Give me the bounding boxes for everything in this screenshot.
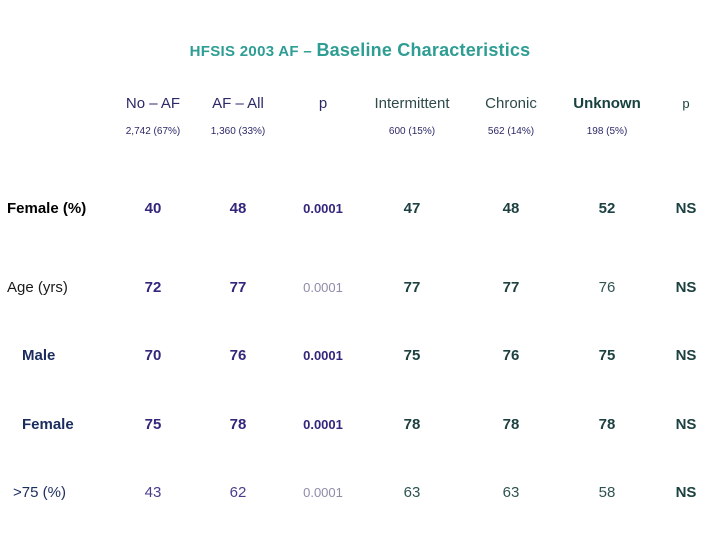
p-value-cell: NS bbox=[675, 347, 697, 364]
value-cell: 77 bbox=[403, 279, 421, 296]
p-value-cell: 0.0001 bbox=[303, 280, 343, 295]
value-cell: 58 bbox=[598, 484, 616, 501]
slide-title-main: Baseline Characteristics bbox=[316, 40, 531, 60]
subheader-no-af: 2,742 (67%) bbox=[125, 126, 181, 137]
value-cell: 72 bbox=[144, 279, 162, 296]
header-af-all: AF – All bbox=[212, 95, 264, 112]
value-cell: 62 bbox=[229, 484, 247, 501]
table-header-row: No – AF AF – All p Intermittent Chronic … bbox=[0, 95, 720, 112]
table-row-female: Female 75 78 0.0001 78 78 78 NS bbox=[0, 416, 720, 433]
row-label: Male bbox=[22, 347, 56, 364]
value-cell: 47 bbox=[403, 200, 421, 217]
table-row-age: Age (yrs) 72 77 0.0001 77 77 76 NS bbox=[0, 279, 720, 296]
slide-title-prefix: HFSIS 2003 AF – bbox=[189, 43, 317, 60]
row-label: Female (%) bbox=[7, 200, 87, 217]
value-cell: 78 bbox=[502, 416, 520, 433]
header-intermittent: Intermittent bbox=[374, 95, 450, 112]
header-unknown: Unknown bbox=[573, 95, 641, 112]
value-cell: 63 bbox=[502, 484, 520, 501]
value-cell: 75 bbox=[144, 416, 162, 433]
row-label: Age (yrs) bbox=[7, 279, 68, 296]
p-value-cell: 0.0001 bbox=[303, 485, 343, 500]
header-chronic: Chronic bbox=[485, 95, 537, 112]
p-value-cell: NS bbox=[675, 279, 697, 296]
value-cell: 77 bbox=[229, 279, 247, 296]
subheader-af-all: 1,360 (33%) bbox=[210, 126, 266, 137]
value-cell: 48 bbox=[229, 200, 247, 217]
value-cell: 76 bbox=[598, 279, 616, 296]
value-cell: 52 bbox=[598, 200, 616, 217]
value-cell: 63 bbox=[403, 484, 421, 501]
value-cell: 78 bbox=[403, 416, 421, 433]
p-value-cell: NS bbox=[675, 416, 697, 433]
p-value-cell: 0.0001 bbox=[303, 201, 343, 216]
subheader-unknown: 198 (5%) bbox=[586, 126, 628, 137]
p-value-cell: 0.0001 bbox=[303, 348, 343, 363]
table-row-male: Male 70 76 0.0001 75 76 75 NS bbox=[0, 347, 720, 364]
value-cell: 75 bbox=[598, 347, 616, 364]
p-value-cell: NS bbox=[675, 200, 697, 217]
table-row-over75: >75 (%) 43 62 0.0001 63 63 58 NS bbox=[0, 484, 720, 501]
value-cell: 76 bbox=[502, 347, 520, 364]
value-cell: 43 bbox=[144, 484, 162, 501]
header-p-left: p bbox=[318, 95, 328, 112]
p-value-cell: 0.0001 bbox=[303, 417, 343, 432]
value-cell: 75 bbox=[403, 347, 421, 364]
value-cell: 77 bbox=[502, 279, 520, 296]
table-row-female-pct: Female (%) 40 48 0.0001 47 48 52 NS bbox=[0, 200, 720, 217]
slide-title: HFSIS 2003 AF – Baseline Characteristics bbox=[0, 40, 720, 61]
row-label: >75 (%) bbox=[13, 484, 66, 501]
value-cell: 76 bbox=[229, 347, 247, 364]
value-cell: 78 bbox=[598, 416, 616, 433]
value-cell: 78 bbox=[229, 416, 247, 433]
table-subheader-row: 2,742 (67%) 1,360 (33%) 600 (15%) 562 (1… bbox=[0, 126, 720, 137]
p-value-cell: NS bbox=[675, 484, 697, 501]
value-cell: 40 bbox=[144, 200, 162, 217]
header-no-af: No – AF bbox=[125, 95, 181, 112]
row-label: Female bbox=[22, 416, 74, 433]
value-cell: 48 bbox=[502, 200, 520, 217]
value-cell: 70 bbox=[144, 347, 162, 364]
subheader-intermittent: 600 (15%) bbox=[388, 126, 436, 137]
header-p-right: p bbox=[682, 96, 690, 111]
subheader-chronic: 562 (14%) bbox=[487, 126, 535, 137]
